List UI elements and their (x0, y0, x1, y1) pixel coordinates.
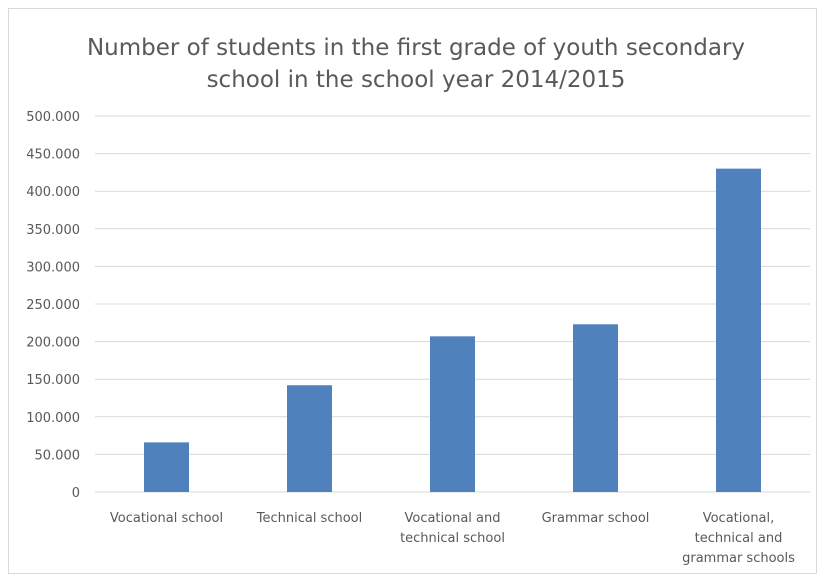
chart-frame (8, 8, 817, 574)
x-category-label: grammar schools (682, 551, 795, 566)
y-tick-label: 50.000 (35, 448, 81, 463)
y-tick-label: 100.000 (26, 411, 80, 426)
x-category-label: technical and (695, 531, 783, 546)
x-category-label: Vocational and (404, 511, 500, 526)
y-tick-label: 0 (72, 486, 80, 501)
y-tick-label: 200.000 (26, 336, 80, 351)
bars (144, 168, 761, 492)
y-tick-label: 450.000 (26, 148, 80, 163)
bar (430, 336, 475, 492)
x-category-label: Vocational, (703, 511, 775, 526)
grid-lines (95, 115, 810, 493)
x-category-label: Grammar school (542, 511, 650, 526)
x-category-label: technical school (400, 531, 505, 546)
y-tick-label: 150.000 (26, 373, 80, 388)
y-tick-label: 400.000 (26, 185, 80, 200)
y-axis-tick-labels: 0 50.000 100.000 150.000 200.000 250.000 300.0… (26, 110, 80, 501)
y-tick-label: 350.000 (26, 223, 80, 238)
x-category-label: Vocational school (110, 511, 223, 526)
y-tick-label: 250.000 (26, 298, 80, 313)
y-tick-label: 500.000 (26, 110, 80, 125)
chart-title-line-1: Number of students in the first grade of… (87, 35, 745, 61)
bar (144, 442, 189, 492)
bar (716, 168, 761, 492)
bar (573, 324, 618, 492)
x-axis-category-labels: Vocational school Technical school Vocatio… (110, 511, 795, 566)
bar (287, 385, 332, 492)
y-tick-label: 300.000 (26, 260, 80, 275)
chart-title-line-2: school in the school year 2014/2015 (207, 67, 626, 93)
x-category-label: Technical school (256, 511, 363, 526)
